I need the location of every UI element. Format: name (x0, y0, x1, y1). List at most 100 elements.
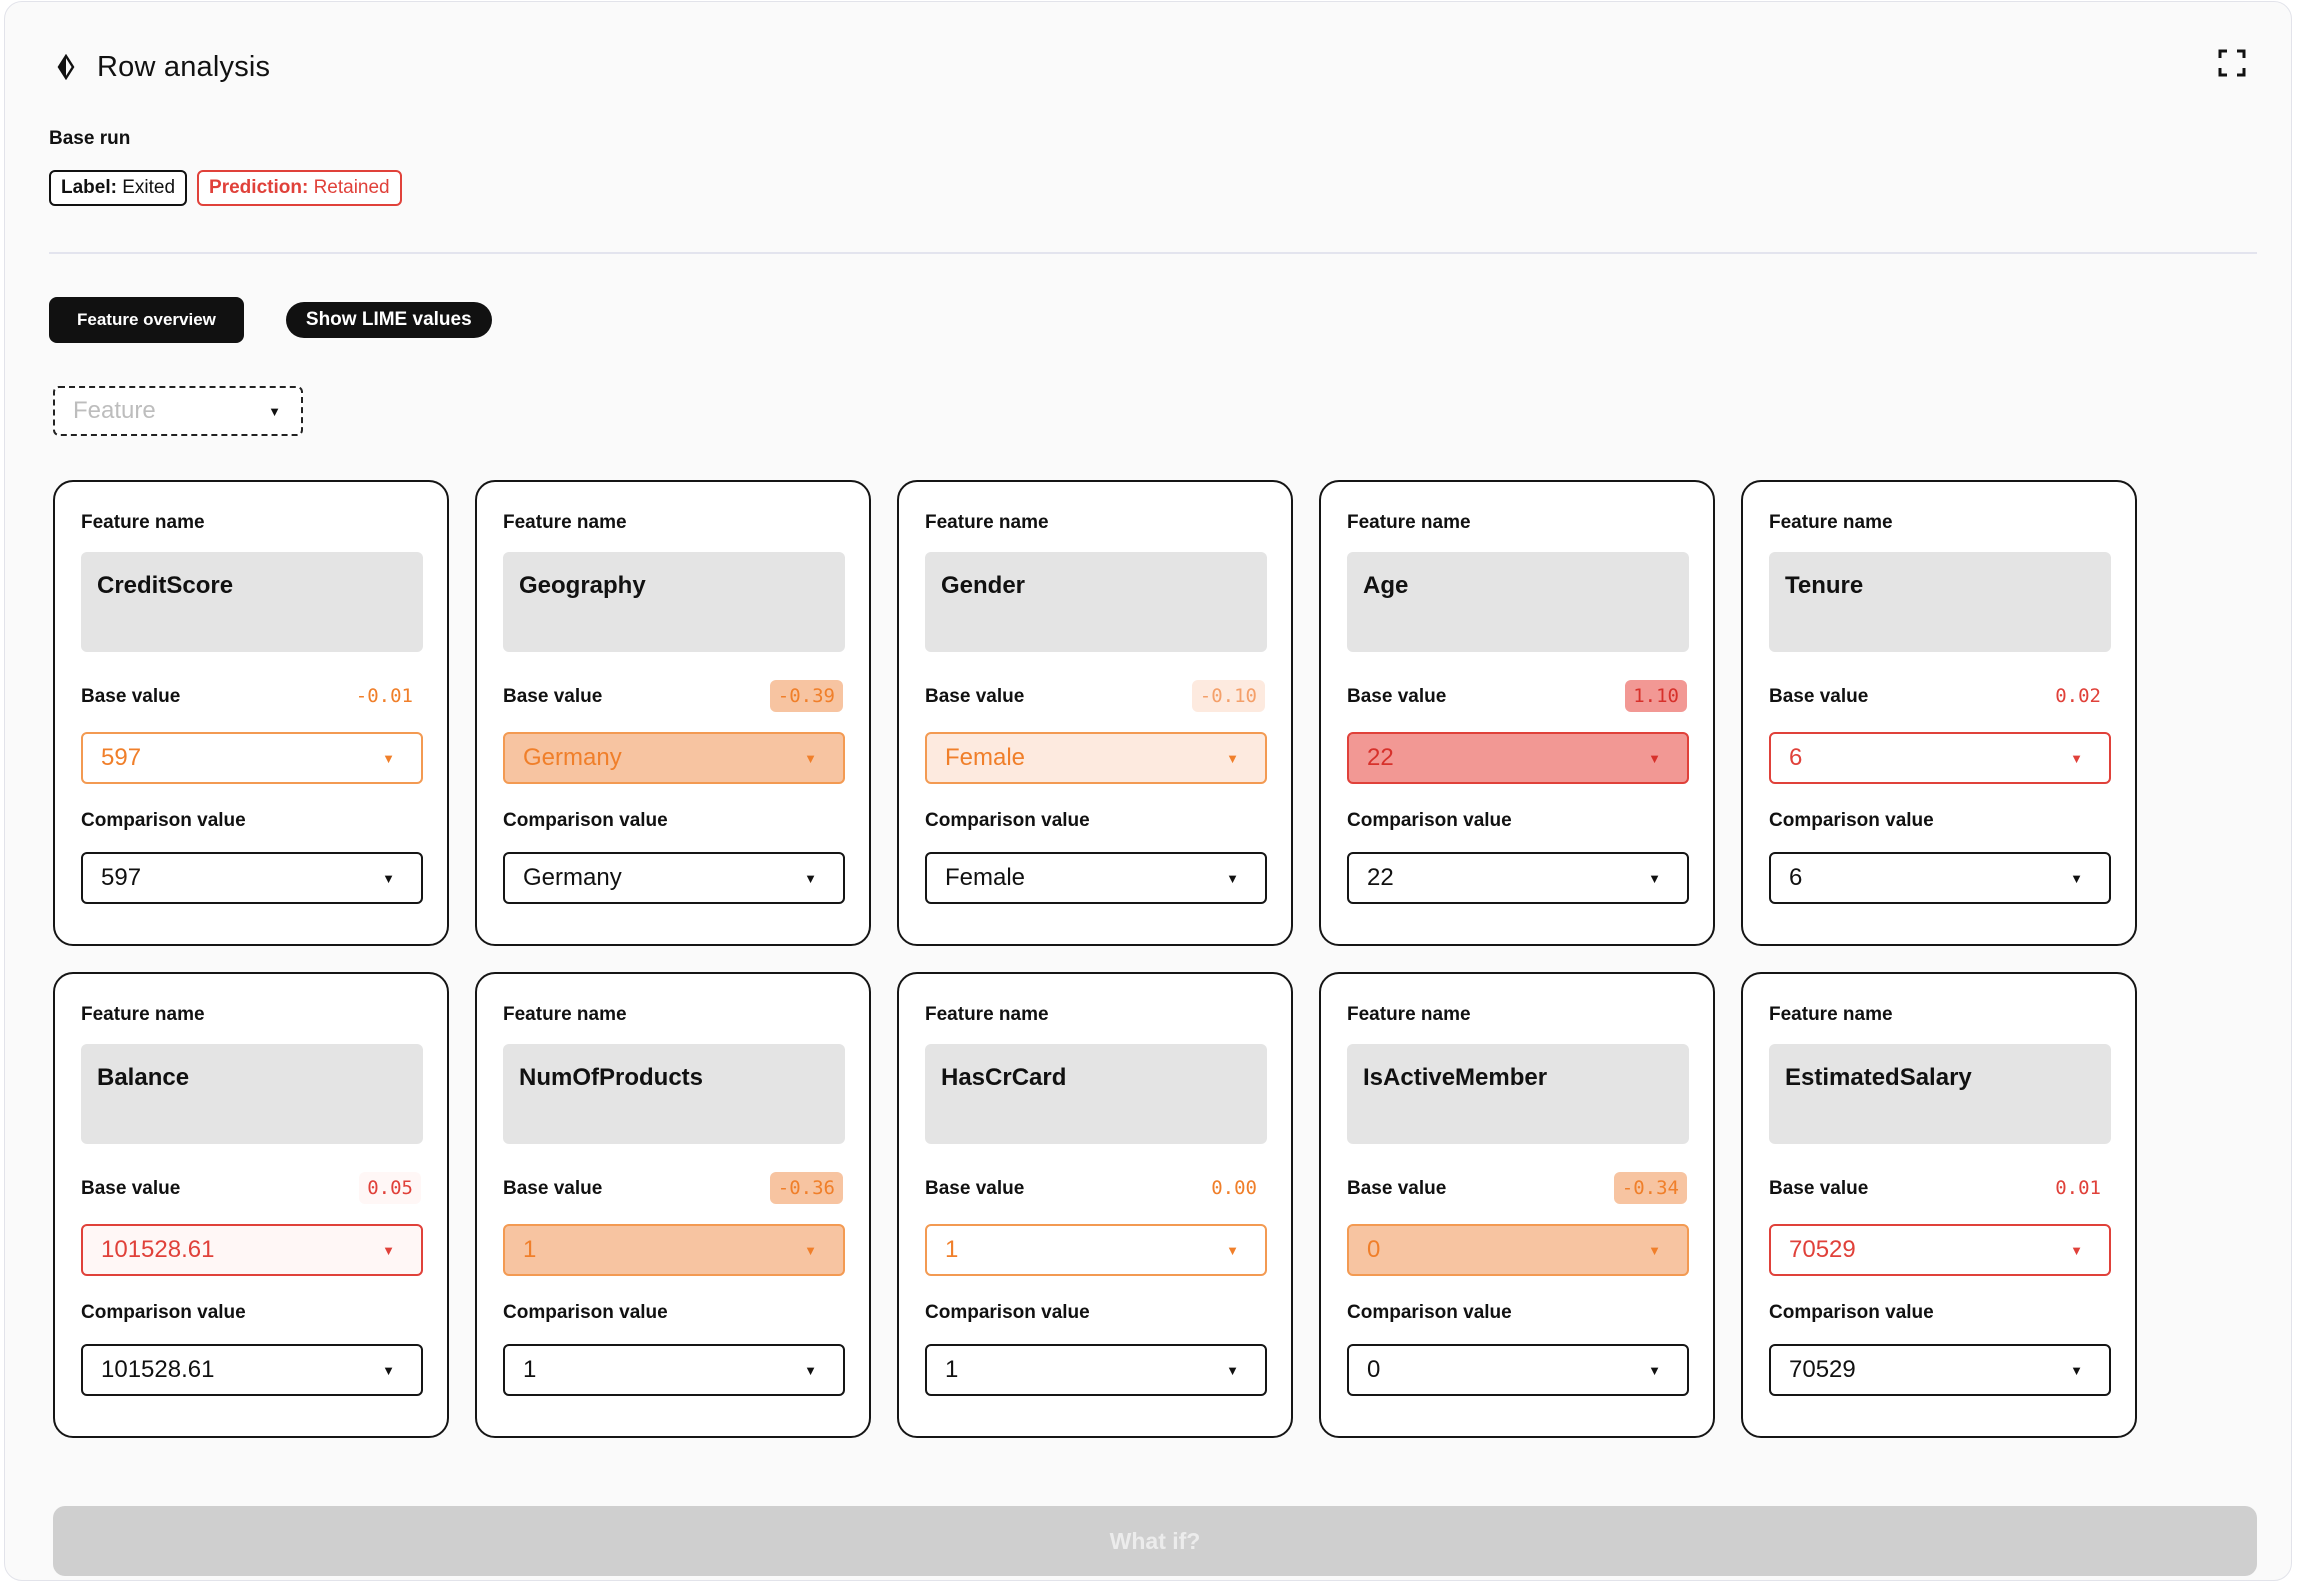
caret-down-icon: ▼ (2070, 750, 2083, 766)
comparison-value-label: Comparison value (925, 1302, 1090, 1323)
base-value-text: 597 (101, 744, 142, 771)
comparison-value-text: 6 (1789, 864, 1803, 891)
divider (49, 252, 2257, 254)
label-key: Label: (61, 177, 117, 198)
comparison-value-select[interactable]: 6 ▼ (1769, 852, 2111, 904)
comparison-value-select[interactable]: 101528.61 ▼ (81, 1344, 423, 1396)
base-value-select[interactable]: Female ▼ (925, 732, 1267, 784)
comparison-value-text: 0 (1367, 1356, 1381, 1383)
caret-down-icon: ▼ (1226, 870, 1239, 886)
what-if-button[interactable]: What if? (53, 1506, 2257, 1576)
feature-card-balance: Feature name Balance Base value 0.05 101… (53, 972, 449, 1438)
view-tabs: Feature overview Show LIME values (49, 297, 492, 343)
prediction-key: Prediction: (209, 177, 309, 198)
base-value-label: Base value (925, 1178, 1025, 1199)
label-value: Exited (122, 177, 176, 198)
base-value-text: 0 (1367, 1236, 1381, 1263)
feature-name-value: CreditScore (81, 552, 423, 652)
lime-value-badge: -0.39 (769, 680, 843, 712)
comparison-value-select[interactable]: 0 ▼ (1347, 1344, 1689, 1396)
feature-name-value: IsActiveMember (1347, 1044, 1689, 1144)
caret-down-icon: ▼ (804, 1362, 817, 1378)
feature-name-value: Age (1347, 552, 1689, 652)
base-value-text: 1 (523, 1236, 537, 1263)
feature-name-label: Feature name (925, 1004, 1049, 1025)
base-value-text: Female (945, 744, 1026, 771)
base-value-label: Base value (1769, 1178, 1869, 1199)
base-value-select[interactable]: 1 ▼ (925, 1224, 1267, 1276)
comparison-value-label: Comparison value (503, 810, 668, 831)
lime-value-badge: -0.01 (355, 685, 413, 707)
base-value-label: Base value (925, 686, 1025, 707)
base-value-select[interactable]: 22 ▼ (1347, 732, 1689, 784)
feature-name-label: Feature name (81, 512, 205, 533)
feature-card-tenure: Feature name Tenure Base value 0.02 6 ▼ … (1741, 480, 2137, 946)
comparison-value-label: Comparison value (1347, 810, 1512, 831)
comparison-value-text: 101528.61 (101, 1356, 215, 1383)
base-value-select[interactable]: Germany ▼ (503, 732, 845, 784)
comparison-value-text: 22 (1367, 864, 1394, 891)
feature-name-label: Feature name (503, 512, 627, 533)
comparison-value-text: 70529 (1789, 1356, 1856, 1383)
comparison-value-select[interactable]: 1 ▼ (925, 1344, 1267, 1396)
caret-down-icon: ▼ (1648, 1362, 1661, 1378)
caret-down-icon: ▼ (804, 870, 817, 886)
caret-down-icon: ▼ (2070, 1362, 2083, 1378)
caret-down-icon: ▼ (268, 403, 281, 419)
comparison-value-label: Comparison value (925, 810, 1090, 831)
feature-card-geography: Feature name Geography Base value -0.39 … (475, 480, 871, 946)
base-value-select[interactable]: 0 ▼ (1347, 1224, 1689, 1276)
comparison-value-label: Comparison value (503, 1302, 668, 1323)
base-run-pills: Label: Exited Prediction: Retained (49, 170, 402, 206)
comparison-value-select[interactable]: 22 ▼ (1347, 852, 1689, 904)
show-lime-values-button[interactable]: Show LIME values (285, 302, 492, 338)
base-value-label: Base value (1347, 1178, 1447, 1199)
feature-card-numofproducts: Feature name NumOfProducts Base value -0… (475, 972, 871, 1438)
comparison-value-select[interactable]: Female ▼ (925, 852, 1267, 904)
feature-name-value: Balance (81, 1044, 423, 1144)
expand-icon[interactable] (2217, 48, 2247, 78)
base-value-text: 101528.61 (101, 1236, 215, 1263)
lime-value-badge: 0.01 (2055, 1177, 2101, 1199)
feature-card-estimatedsalary: Feature name EstimatedSalary Base value … (1741, 972, 2137, 1438)
base-value-select[interactable]: 70529 ▼ (1769, 1224, 2111, 1276)
feature-overview-button[interactable]: Feature overview (49, 297, 244, 343)
feature-card-isactivemember: Feature name IsActiveMember Base value -… (1319, 972, 1715, 1438)
feature-card-creditscore: Feature name CreditScore Base value -0.0… (53, 480, 449, 946)
lime-value-badge: 1.10 (1625, 680, 1687, 712)
lime-value-badge: -0.36 (769, 1172, 843, 1204)
comparison-value-select[interactable]: 70529 ▼ (1769, 1344, 2111, 1396)
panel-header: Row analysis (51, 42, 270, 92)
comparison-value-text: 1 (523, 1356, 537, 1383)
feature-filter-placeholder: Feature (73, 397, 156, 424)
feature-name-value: EstimatedSalary (1769, 1044, 2111, 1144)
prediction-pill: Prediction: Retained (197, 170, 402, 206)
caret-down-icon: ▼ (1648, 1242, 1661, 1258)
feature-name-label: Feature name (1769, 512, 1893, 533)
caret-down-icon: ▼ (1226, 1362, 1239, 1378)
base-value-label: Base value (1347, 686, 1447, 707)
base-value-select[interactable]: 597 ▼ (81, 732, 423, 784)
comparison-value-select[interactable]: 1 ▼ (503, 1344, 845, 1396)
feature-name-value: NumOfProducts (503, 1044, 845, 1144)
base-value-select[interactable]: 101528.61 ▼ (81, 1224, 423, 1276)
lime-value-badge: 0.00 (1211, 1177, 1257, 1199)
caret-down-icon: ▼ (382, 1242, 395, 1258)
base-value-label: Base value (81, 686, 181, 707)
lime-value-badge: -0.34 (1613, 1172, 1687, 1204)
caret-down-icon: ▼ (2070, 870, 2083, 886)
feature-filter-select[interactable]: Feature ▼ (53, 386, 303, 436)
caret-down-icon: ▼ (804, 1242, 817, 1258)
comparison-value-select[interactable]: 597 ▼ (81, 852, 423, 904)
comparison-value-label: Comparison value (1347, 1302, 1512, 1323)
base-run-heading: Base run (49, 128, 131, 149)
base-value-label: Base value (503, 686, 603, 707)
base-value-select[interactable]: 1 ▼ (503, 1224, 845, 1276)
caret-down-icon: ▼ (382, 1362, 395, 1378)
caret-down-icon: ▼ (1648, 750, 1661, 766)
row-analysis-panel: Row analysis Base run Label: Exited Pred… (4, 1, 2292, 1581)
prediction-value: Retained (313, 177, 390, 198)
comparison-value-select[interactable]: Germany ▼ (503, 852, 845, 904)
caret-down-icon: ▼ (2070, 1242, 2083, 1258)
base-value-select[interactable]: 6 ▼ (1769, 732, 2111, 784)
